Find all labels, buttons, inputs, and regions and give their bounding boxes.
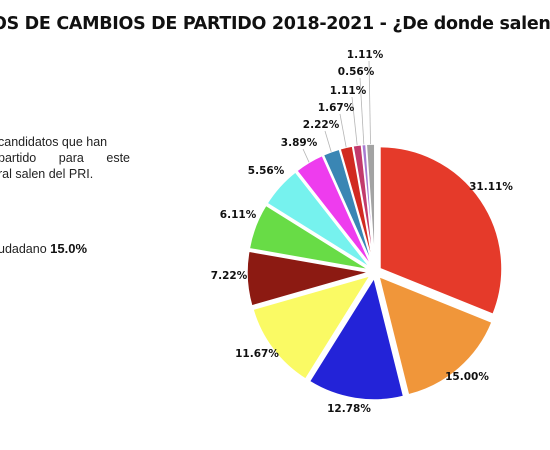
pie-slice bbox=[308, 276, 405, 401]
stat-label: udadano bbox=[0, 242, 47, 256]
pie-slice bbox=[246, 250, 370, 307]
description-text: candidatos que han partido para este ral… bbox=[0, 134, 130, 182]
pie-slices bbox=[246, 143, 503, 401]
slice-label: 7.22% bbox=[211, 270, 248, 282]
pie-labels: 31.11% 15.00% 12.78% 11.67% 7.22% 6.11% 5.56% 3… bbox=[211, 49, 514, 415]
pie-slice bbox=[266, 170, 372, 269]
pie-slice bbox=[379, 145, 503, 316]
slice-label: 0.56% bbox=[338, 66, 375, 78]
slice-label: 1.67% bbox=[318, 102, 355, 114]
slice-label: 3.89% bbox=[281, 137, 318, 149]
chart-title: OS DE CAMBIOS DE PARTIDO 2018-2021 - ¿De… bbox=[0, 14, 550, 34]
slice-label: 6.11% bbox=[220, 209, 257, 221]
leader-line bbox=[351, 96, 358, 146]
stat-value: 15.0% bbox=[50, 241, 88, 256]
leader-line bbox=[324, 130, 332, 152]
pie-slice bbox=[365, 143, 376, 267]
description-line: partido para este bbox=[0, 151, 130, 165]
leader-line bbox=[359, 77, 365, 145]
leader-line bbox=[368, 60, 371, 145]
pie-slice bbox=[252, 274, 372, 381]
pie-slice bbox=[377, 275, 494, 396]
description-line: candidatos que han bbox=[0, 135, 108, 149]
slice-label: 1.11% bbox=[347, 49, 384, 61]
slice-label: 2.22% bbox=[303, 119, 340, 131]
description-line: ral salen del PRI. bbox=[0, 167, 94, 181]
pie-slice bbox=[248, 204, 370, 271]
stat-line: udadano 15.0% bbox=[0, 241, 87, 256]
slice-label: 15.00% bbox=[445, 371, 489, 383]
slice-label: 1.11% bbox=[330, 85, 367, 97]
leader-line bbox=[302, 148, 310, 163]
pie-leader-lines bbox=[302, 60, 371, 163]
slice-label: 31.11% bbox=[469, 181, 513, 193]
slice-label: 5.56% bbox=[248, 165, 285, 177]
slice-label: 12.78% bbox=[327, 403, 371, 415]
slice-label: 11.67% bbox=[235, 348, 279, 360]
leader-line bbox=[339, 113, 347, 148]
